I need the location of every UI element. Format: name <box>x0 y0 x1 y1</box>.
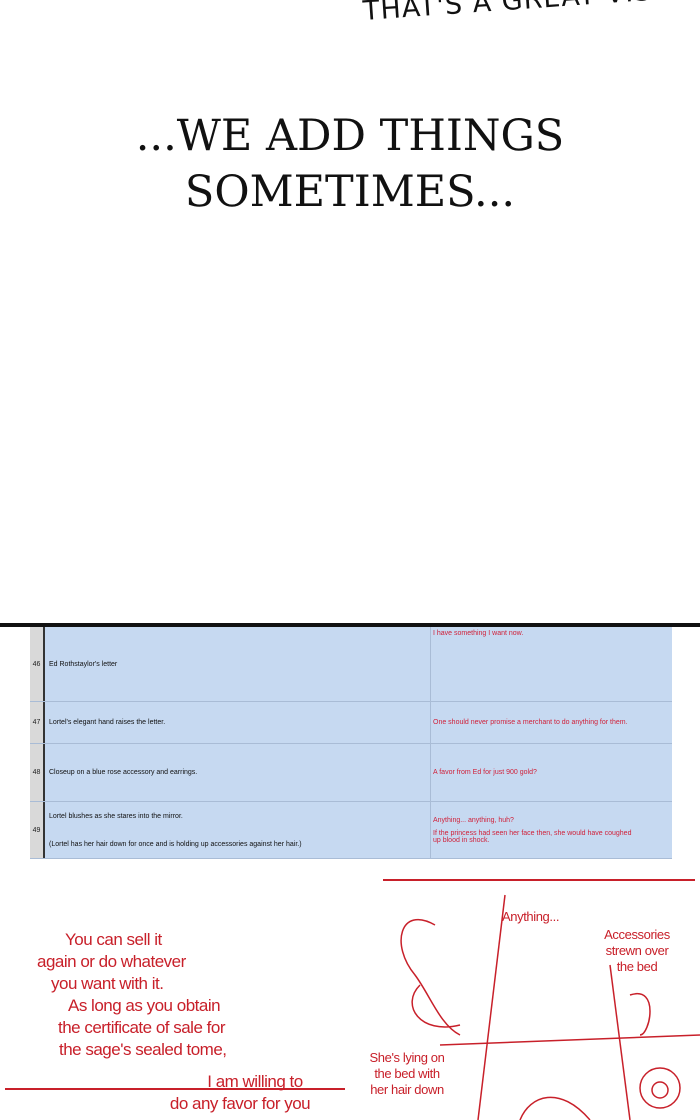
row-number: 46 <box>30 627 45 701</box>
sketch-stroke <box>400 918 461 1036</box>
sketch-stroke <box>609 964 631 1120</box>
sketch-stroke <box>439 1034 700 1046</box>
description-cell: Closeup on a blue rose accessory and ear… <box>45 744 431 801</box>
sketch-stroke <box>477 894 506 1120</box>
dialogue-cell: I have something I want now. <box>431 627 672 701</box>
row-number: 47 <box>30 702 45 743</box>
sketch-note: She's lying on the bed with her hair dow… <box>362 1050 452 1098</box>
dialogue-line: you want with it. <box>51 974 164 993</box>
description-text: Lortel's elegant hand raises the letter. <box>49 719 166 726</box>
dialogue-text: Anything... anything, huh? <box>433 816 514 824</box>
dialogue-line: As long as you obtain <box>68 996 221 1015</box>
sketch-dialogue: I am willing to do any favor for you <box>150 1071 330 1115</box>
dialogue-line: the certificate of sale for <box>58 1018 225 1037</box>
sketch-dialogue: You can sell it again or do whatever you… <box>37 929 237 1061</box>
description-text: Closeup on a blue rose accessory and ear… <box>49 769 198 776</box>
dialogue-cell: Anything... anything, huh? If the princes… <box>431 802 672 858</box>
dialogue-text: If the princess had seen her face then, … <box>433 829 632 844</box>
narration-line: SOMETIMES... <box>184 167 516 217</box>
description-text: Ed Rothstaylor's letter <box>49 660 118 668</box>
sketch-stroke <box>629 992 651 1036</box>
note-line: Accessories <box>604 927 670 942</box>
note-line: her hair down <box>370 1082 444 1097</box>
note-line: the bed with <box>374 1066 440 1081</box>
sketch-line <box>5 1088 345 1090</box>
sketch-stroke <box>519 1096 591 1120</box>
row-number: 49 <box>30 802 45 858</box>
dialogue-line: the sage's sealed tome, <box>59 1040 227 1059</box>
table-row: 48 Closeup on a blue rose accessory and … <box>30 744 672 802</box>
description-cell: Lortel's elegant hand raises the letter. <box>45 702 431 743</box>
narration-line: ...WE ADD THINGS <box>135 111 565 161</box>
row-number: 48 <box>30 744 45 801</box>
sketch-stroke <box>639 1067 681 1109</box>
storyboard-sketch <box>400 894 700 1120</box>
dialogue-cell: One should never promise a merchant to d… <box>431 702 672 743</box>
sketch-note: Anything... <box>502 909 560 924</box>
panel-divider <box>0 623 700 627</box>
dialogue-cell: A favor from Ed for just 900 gold? <box>431 744 672 801</box>
script-table: 46 Ed Rothstaylor's letter I have someth… <box>30 627 672 859</box>
dialogue-text: One should never promise a merchant to d… <box>433 719 628 726</box>
dialogue-line: do any favor for you <box>169 1094 311 1113</box>
dialogue-line: again or do whatever <box>37 952 186 971</box>
sketch-line <box>383 879 695 881</box>
table-row: 47 Lortel's elegant hand raises the lett… <box>30 702 672 744</box>
dialogue-line: I am willing to <box>207 1072 303 1091</box>
dialogue-text: A favor from Ed for just 900 gold? <box>433 769 537 776</box>
sketch-stroke <box>651 1081 669 1099</box>
table-row: 49 Lortel blushes as she stares into the… <box>30 802 672 859</box>
description-text: (Lortel has her hair down for once and i… <box>49 840 302 848</box>
table-row: 46 Ed Rothstaylor's letter I have someth… <box>30 627 672 702</box>
note-line: She's lying on <box>369 1050 445 1065</box>
sketch-note: Accessories strewn over the bed <box>592 927 682 975</box>
narration-caption: ...WE ADD THINGS SOMETIMES... <box>0 108 700 220</box>
note-line: strewn over <box>605 943 669 958</box>
dialogue-text: I have something I want now. <box>433 630 524 637</box>
speech-text: THAT'S A GREAT VISU <box>362 0 674 27</box>
description-text: Lortel blushes as she stares into the mi… <box>49 812 183 820</box>
description-cell: Ed Rothstaylor's letter <box>45 627 431 701</box>
description-cell: Lortel blushes as she stares into the mi… <box>45 802 431 858</box>
note-line: the bed <box>616 959 658 974</box>
dialogue-line: You can sell it <box>65 930 162 949</box>
